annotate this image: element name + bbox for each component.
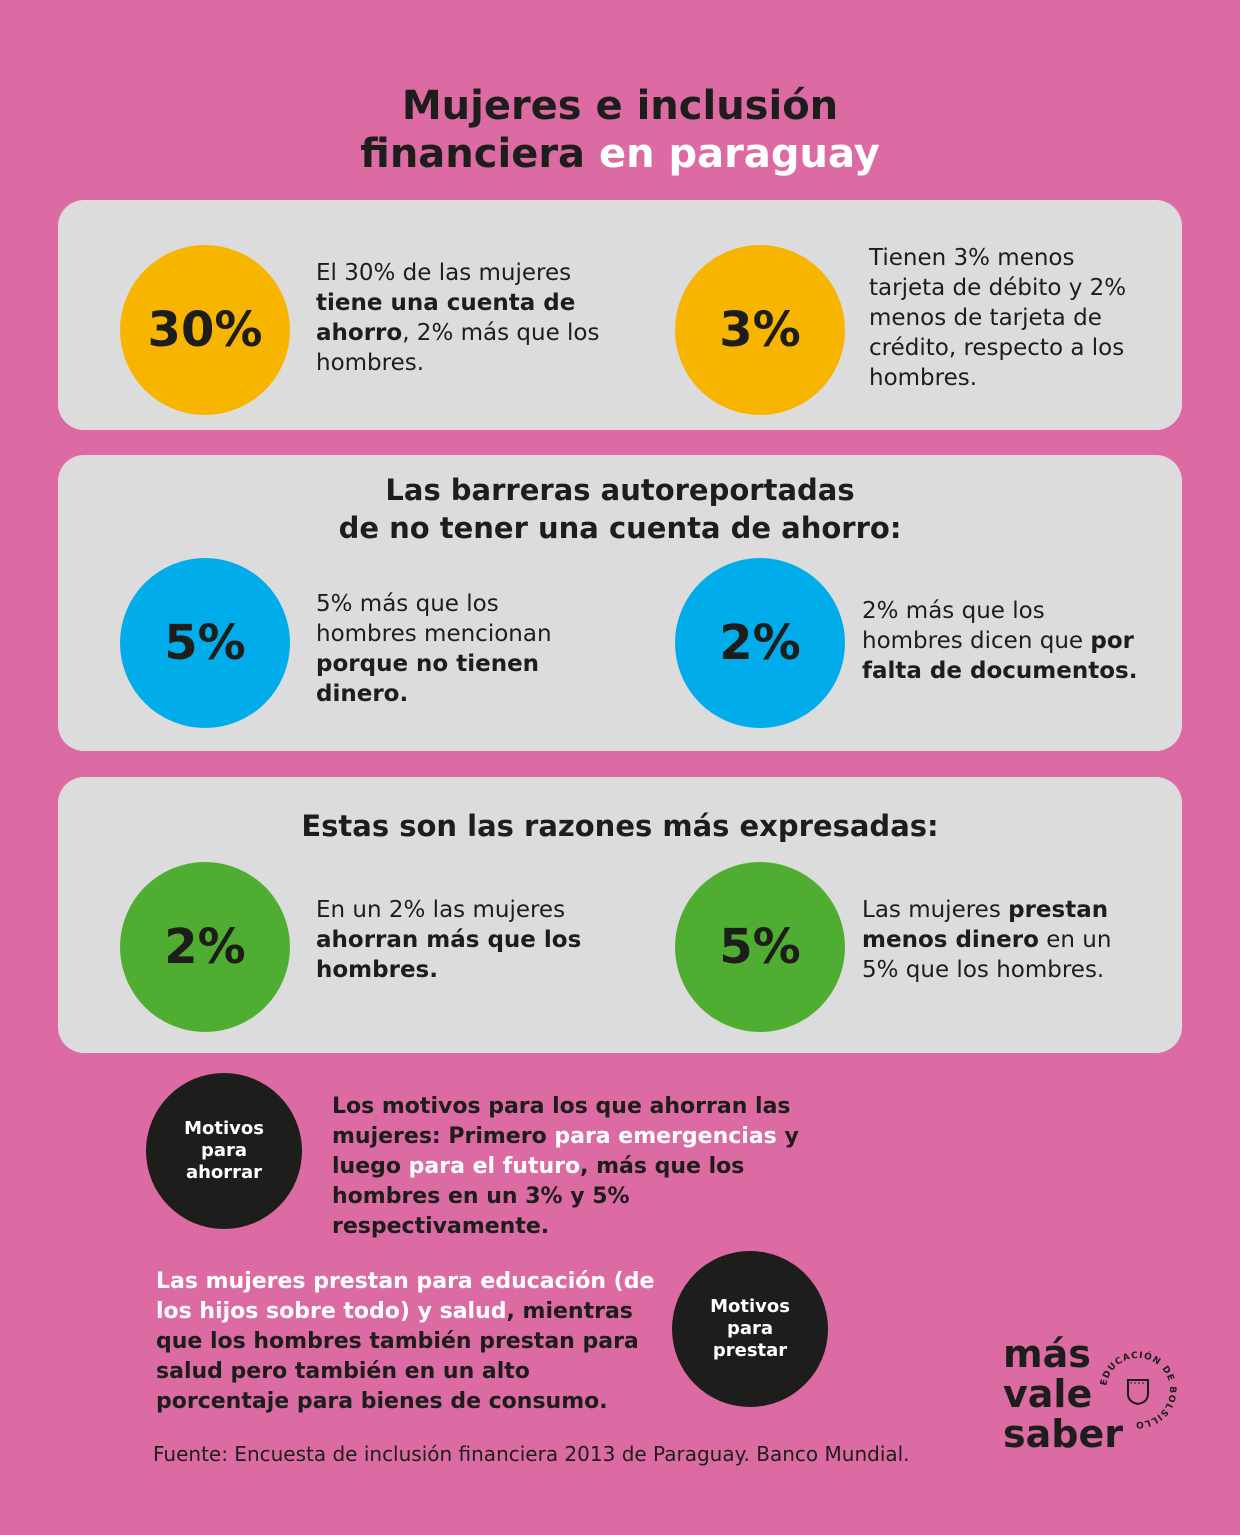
stat-text-cards: Tienen 3% menos tarjeta de débito y 2% m… — [869, 245, 1127, 391]
logo-line-1: más — [1003, 1332, 1091, 1376]
stat-text-part: , 2% más que los hombres. — [316, 320, 600, 376]
panel-reasons: Estas son las razones más expresadas: 2%… — [58, 777, 1182, 1053]
logo-line-3: saber — [1003, 1412, 1123, 1456]
stat-text-no-money: 5% más que los hombres mencionan porque … — [316, 589, 586, 709]
stat-text-save-more: En un 2% las mujeres ahorran más que los… — [316, 895, 596, 985]
panel-title-line-2: de no tener una cuenta de ahorro: — [338, 511, 902, 545]
stat-text-part: en un 5% que los hombres. — [862, 927, 1112, 983]
motive-text-part: y luego — [332, 1124, 799, 1179]
stat-text-savings-account: El 30% de las mujeres tiene una cuenta d… — [316, 258, 606, 378]
motives-save-circle: Motivos para ahorrar — [146, 1073, 302, 1229]
stat-circle-5: 5% — [120, 558, 290, 728]
stat-text-part: Las mujeres — [862, 897, 1009, 923]
motive-text-part: Los motivos para los que ahorran las muj… — [332, 1094, 791, 1149]
stat-text-part: 5% más que los hombres mencionan — [316, 591, 552, 647]
stat-text-bold: tiene una cuenta de ahorro — [316, 290, 576, 346]
stat-circle-3: 3% — [675, 245, 845, 415]
motives-save-label: Motivos para ahorrar — [184, 1118, 264, 1183]
brand-logo: más vale saber — [1003, 1334, 1123, 1454]
stat-text-bold: porque no tienen dinero. — [316, 651, 540, 707]
panel-title-line-1: Las barreras autoreportadas — [385, 473, 855, 507]
stat-text-part: 2% más que los hombres dicen que — [862, 598, 1091, 654]
motive-highlight: para el futuro — [408, 1154, 581, 1179]
panel-reasons-title: Estas son las razones más expresadas: — [301, 809, 939, 843]
motive-text-part: , más que los hombres en un 3% y 5% resp… — [332, 1154, 745, 1239]
education-seal-logo: EDUCACIÓN DE BOLSILLO — [1099, 1350, 1177, 1429]
page-title: Mujeres e inclusión financiera en paragu… — [0, 82, 1240, 178]
motives-save-text: Los motivos para los que ahorran las muj… — [332, 1092, 802, 1242]
stat-text-part: En un 2% las mujeres — [316, 897, 566, 923]
stat-text-bold: ahorran más que los hombres. — [316, 927, 582, 983]
stat-text-bold: prestan menos dinero — [862, 897, 1109, 953]
motive-highlight: para emergencias — [554, 1124, 777, 1149]
stat-circle-2-savings: 2% — [120, 862, 290, 1032]
seal-text: EDUCACIÓN DE BOLSILLO — [1099, 1350, 1176, 1429]
motive-text-part: , mientras que los hombres también prest… — [156, 1299, 639, 1414]
panel-accounts: 30% El 30% de las mujeres tiene una cuen… — [58, 200, 1182, 430]
title-dark-part: financiera — [360, 131, 586, 177]
stat-text-part: El 30% de las mujeres — [316, 260, 572, 286]
title-line-1: Mujeres e inclusión — [401, 83, 839, 129]
panel-barriers-title: Las barreras autoreportadas de no tener … — [58, 471, 1182, 547]
title-line-2: financiera en paraguay — [0, 130, 1240, 178]
stat-text-lend-less: Las mujeres prestan menos dinero en un 5… — [862, 895, 1142, 985]
stat-circle-5-lending: 5% — [675, 862, 845, 1032]
source-note: Fuente: Encuesta de inclusión financiera… — [153, 1442, 910, 1466]
stat-text-bold: por falta de documentos. — [862, 628, 1138, 684]
motives-lend-label: Motivos para prestar — [710, 1296, 790, 1361]
stat-circle-2: 2% — [675, 558, 845, 728]
stat-circle-30: 30% — [120, 245, 290, 415]
motives-lend-circle: Motivos para prestar — [672, 1251, 828, 1407]
motive-highlight: Las mujeres prestan para educación (de l… — [156, 1269, 655, 1324]
svg-text:EDUCACIÓN DE BOLSILLO: EDUCACIÓN DE BOLSILLO — [1099, 1350, 1177, 1429]
title-highlight-part: en paraguay — [598, 131, 880, 177]
motives-lend-text: Las mujeres prestan para educación (de l… — [156, 1267, 661, 1417]
stat-text-no-documents: 2% más que los hombres dicen que por fal… — [862, 596, 1152, 686]
panel-barriers: Las barreras autoreportadas de no tener … — [58, 455, 1182, 751]
logo-line-2: vale — [1003, 1372, 1093, 1416]
pocket-icon — [1127, 1379, 1149, 1406]
